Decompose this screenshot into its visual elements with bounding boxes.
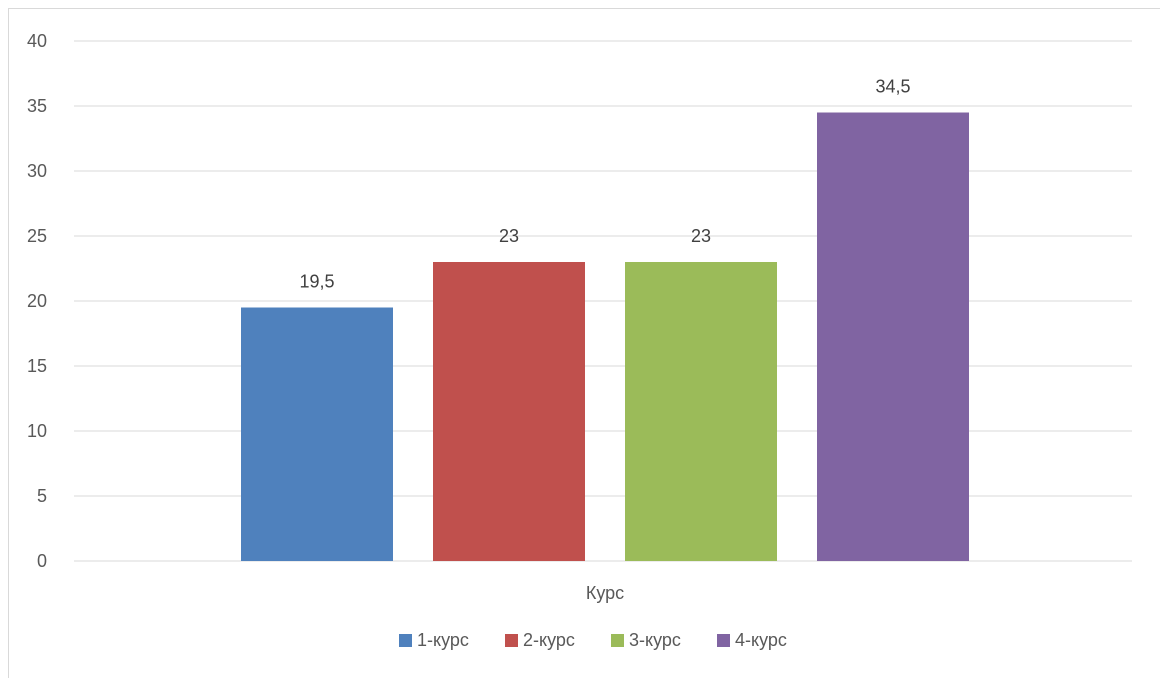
data-label-2-курс: 23: [499, 226, 519, 246]
bar-4-курс[interactable]: [817, 112, 969, 562]
bar-1-курс[interactable]: [241, 307, 393, 562]
legend-item-1-курс: 1-курс: [399, 630, 469, 650]
legend-swatch: [611, 634, 624, 647]
y-tick-label: 25: [27, 226, 47, 246]
legend-swatch: [399, 634, 412, 647]
y-tick-label: 10: [27, 421, 47, 441]
bar-3-курс[interactable]: [625, 262, 777, 561]
legend-swatch: [717, 634, 730, 647]
data-label-4-курс: 34,5: [875, 77, 910, 97]
y-tick-label: 40: [27, 31, 47, 51]
y-tick-label: 5: [37, 486, 47, 506]
data-label-3-курс: 23: [691, 226, 711, 246]
legend: 1-курс 2-курс 3-курс 4-курс: [399, 630, 787, 650]
legend-label: 1-курс: [417, 630, 469, 650]
y-tick-label: 20: [27, 291, 47, 311]
gridlines: [74, 40, 1132, 562]
x-category-label: Курс: [586, 583, 624, 603]
y-axis-tick-labels: 0 5 10 15 20 25 30 35 40: [27, 31, 47, 571]
data-labels: 19,5 23 23 34,5: [299, 77, 910, 292]
x-axis-category-labels: Курс: [586, 583, 624, 603]
bar-2-курс[interactable]: [433, 262, 585, 561]
legend-item-2-курс: 2-курс: [505, 630, 575, 650]
legend-label: 4-курс: [735, 630, 787, 650]
y-tick-label: 0: [37, 551, 47, 571]
y-tick-label: 35: [27, 96, 47, 116]
data-label-1-курс: 19,5: [299, 272, 334, 292]
y-tick-label: 30: [27, 161, 47, 181]
legend-item-3-курс: 3-курс: [611, 630, 681, 650]
legend-item-4-курс: 4-курс: [717, 630, 787, 650]
legend-label: 2-курс: [523, 630, 575, 650]
bars: [241, 112, 969, 562]
legend-label: 3-курс: [629, 630, 681, 650]
legend-swatch: [505, 634, 518, 647]
y-tick-label: 15: [27, 356, 47, 376]
